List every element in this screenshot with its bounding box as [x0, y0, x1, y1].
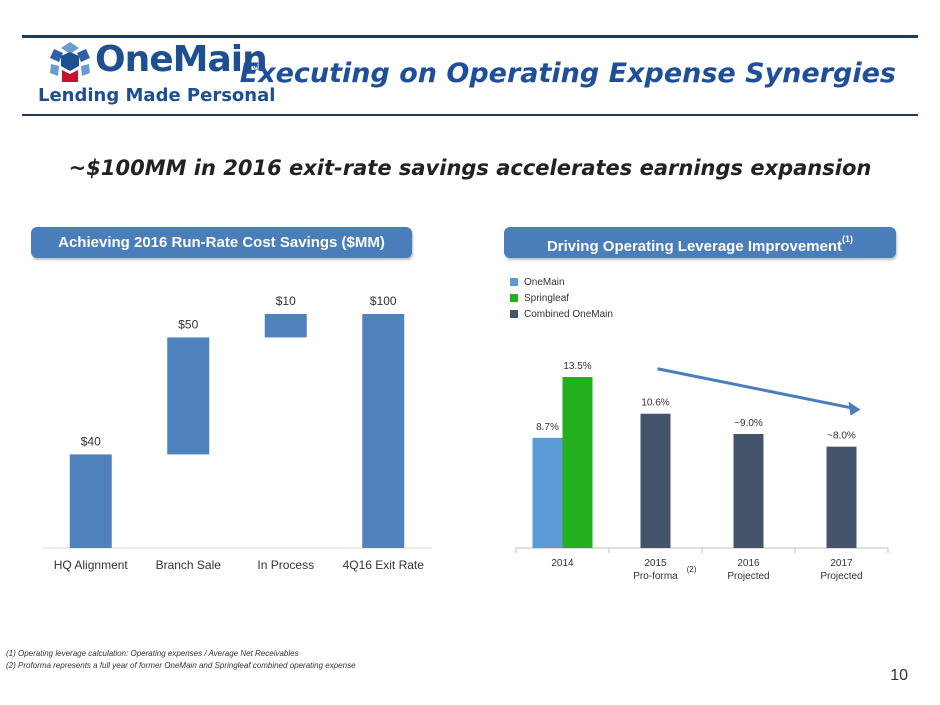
x-tick-label: 2017	[830, 558, 853, 569]
leverage-bar	[640, 413, 671, 548]
waterfall-bar	[264, 314, 307, 338]
bar-value-label: 13.5%	[563, 361, 591, 372]
bar-value-label: $50	[178, 317, 198, 331]
x-tick-sublabel: Pro-forma	[633, 571, 678, 582]
leverage-bar	[562, 377, 593, 548]
x-tick-label: Branch Sale	[156, 558, 222, 572]
right-banner-text: Driving Operating Leverage Improvement	[546, 238, 843, 255]
waterfall-bar	[167, 337, 210, 455]
x-tick-label: HQ Alignment	[54, 558, 129, 572]
footnote-1: (1) Operating leverage calculation: Oper…	[6, 649, 299, 658]
right-panel-banner: Driving Operating Leverage Improvement(1…	[504, 227, 896, 258]
x-tick-label: In Process	[257, 558, 314, 572]
footnote-2: (2) Proforma represents a full year of f…	[6, 661, 356, 670]
registered-mark: ®	[253, 62, 261, 73]
waterfall-bar	[69, 454, 112, 548]
legend-item-combined: Combined OneMain	[510, 309, 613, 321]
legend-label-springleaf: Springleaf	[524, 293, 570, 304]
logo-mark-icon	[50, 42, 90, 82]
slide-subtitle: ~$100MM in 2016 exit-rate savings accele…	[68, 156, 872, 180]
bar-value-label: ~8.0%	[827, 431, 856, 442]
footnote-ref: (2)	[687, 565, 697, 574]
trend-arrow	[657, 367, 851, 410]
legend-item-onemain: OneMain	[510, 277, 565, 289]
bar-value-label: ~9.0%	[734, 418, 763, 429]
legend-item-springleaf: Springleaf	[510, 293, 569, 305]
logo-tagline: Lending Made Personal	[38, 85, 276, 106]
bar-value-label: 10.6%	[641, 398, 669, 409]
bar-value-label: $40	[81, 434, 101, 448]
left-banner-text: Achieving 2016 Run-Rate Cost Savings ($M…	[58, 234, 385, 251]
bar-value-label: 8.7%	[536, 422, 559, 433]
right-banner-footnote-ref: (1)	[842, 234, 854, 244]
leverage-bar	[532, 437, 563, 548]
page-number: 10	[890, 667, 908, 684]
trend-arrowhead-icon	[848, 401, 861, 416]
x-tick-label: 2015	[644, 558, 667, 569]
legend-swatch-onemain	[510, 278, 518, 287]
legend-label-onemain: OneMain	[524, 277, 565, 288]
bar-value-label: $10	[276, 294, 296, 308]
bar-value-label: $100	[370, 294, 397, 308]
logo-wordmark: OneMain	[95, 39, 268, 80]
x-tick-label: 4Q16 Exit Rate	[343, 558, 425, 572]
top-rule	[22, 35, 918, 38]
legend-swatch-combined	[510, 310, 518, 319]
x-tick-label: 2016	[737, 558, 760, 569]
waterfall-bar	[362, 314, 405, 548]
x-tick-label: 2014	[551, 558, 574, 569]
header-rule	[22, 114, 918, 116]
leverage-bar	[826, 446, 857, 548]
slide-title: Executing on Operating Expense Synergies	[239, 58, 896, 89]
legend-swatch-springleaf	[510, 294, 518, 303]
x-tick-sublabel: Projected	[820, 571, 862, 582]
left-panel-banner: Achieving 2016 Run-Rate Cost Savings ($M…	[31, 227, 412, 258]
leverage-bar	[733, 434, 764, 548]
legend-label-combined: Combined OneMain	[524, 309, 613, 320]
x-tick-sublabel: Projected	[727, 571, 769, 582]
